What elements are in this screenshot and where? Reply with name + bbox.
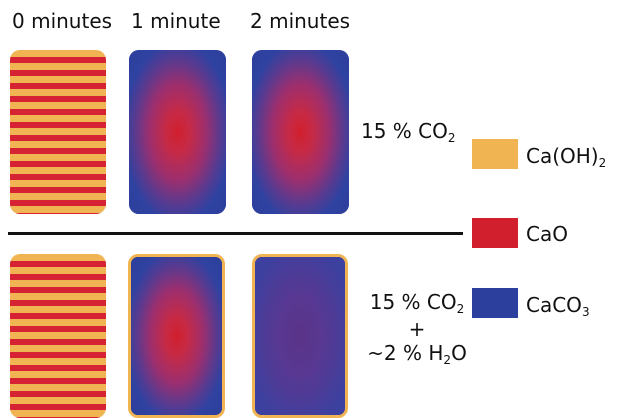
condition-bottom-line1: 15 % CO2	[361, 292, 473, 315]
legend-swatch-caco3	[472, 288, 518, 318]
tile-top-2min	[252, 50, 349, 214]
legend-label-caco3-subscript: 3	[581, 305, 590, 319]
legend-label-cao: CaO	[526, 224, 568, 244]
tile-bottom-0min	[10, 254, 106, 418]
condition-bottom-line3-prefix: ~2 % H	[367, 341, 444, 365]
condition-bottom-line1-subscript: 2	[456, 302, 465, 316]
legend-swatch-caoh2	[472, 139, 518, 169]
legend-label-caco3: CaCO3	[526, 295, 590, 318]
legend-label-caoh2-prefix: Ca(OH)	[526, 144, 599, 168]
tile-bottom-2min	[252, 254, 348, 418]
condition-bottom-line1-prefix: 15 % CO	[369, 290, 457, 314]
legend-label-caoh2-subscript: 2	[598, 156, 607, 170]
legend-label-cao-prefix: CaO	[526, 222, 568, 246]
condition-bottom-line3-suffix: O	[451, 341, 467, 365]
legend-label-caoh2: Ca(OH)2	[526, 146, 606, 169]
condition-bottom-line2: +	[408, 317, 426, 341]
time-label-0min: 0 minutes	[12, 9, 113, 33]
condition-bottom-line3: ~2 % H2O	[361, 343, 473, 366]
tile-bottom-1min	[128, 254, 225, 418]
legend-swatch-cao	[472, 218, 518, 248]
condition-top: 15 % CO2	[361, 121, 456, 144]
divider-line	[8, 232, 463, 235]
tile-top-1min	[129, 50, 226, 214]
condition-bottom-line3-subscript: 2	[443, 353, 452, 367]
condition-top-subscript: 2	[447, 131, 456, 145]
legend-label-caco3-prefix: CaCO	[526, 293, 582, 317]
time-label-1min: 1 minute	[131, 9, 221, 33]
condition-bottom: 15 % CO2 + ~2 % H2O	[361, 292, 473, 366]
condition-top-prefix: 15 % CO	[361, 119, 448, 143]
time-label-2min: 2 minutes	[250, 9, 351, 33]
tile-top-0min	[10, 50, 106, 214]
